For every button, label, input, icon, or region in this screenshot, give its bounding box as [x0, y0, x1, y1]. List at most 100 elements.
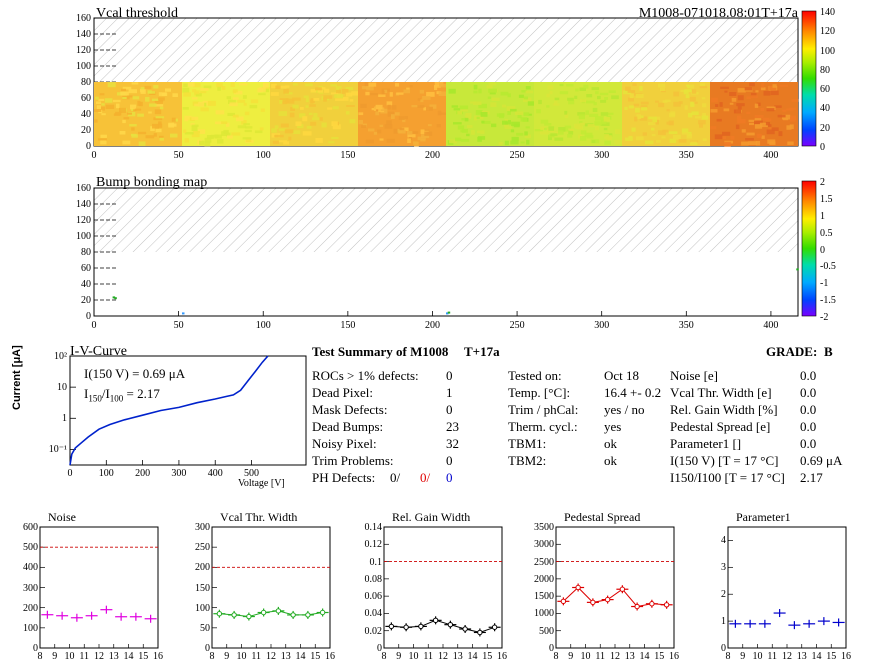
vcal-pixel-cluster [375, 104, 383, 110]
vcal-pixel-cluster [568, 99, 575, 105]
bump-frame [93, 187, 799, 317]
vcal-pixel-cluster [786, 108, 794, 111]
plot-5-x-tick-label: 16 [841, 651, 851, 662]
bump-defect-marker [114, 297, 117, 300]
plot-5-x-tick-label: 15 [826, 651, 837, 662]
plot-3-point-marker [477, 629, 483, 636]
vcal-y-tick-label: 120 [76, 45, 91, 56]
vcal-pixel-cluster [227, 112, 235, 116]
vcal-pixel-cluster [386, 138, 395, 143]
vcal-pixel-cluster [258, 93, 266, 96]
vcal-pixel-cluster [669, 138, 677, 143]
vcal-pixel-cluster [579, 121, 583, 124]
vcal-pixel-cluster [564, 113, 569, 118]
vcal-pixel-cluster [765, 118, 772, 122]
vcal-pixel-cluster [567, 134, 573, 138]
vcal-pixel-cluster [481, 120, 485, 124]
condition-value: Oct 18 [604, 368, 640, 383]
iv-x-tick-label: 400 [207, 468, 223, 479]
condition-label: Therm. cycl.: [508, 419, 578, 434]
vcal-pixel-cluster [138, 141, 146, 146]
vcal-pixel-cluster [138, 101, 143, 107]
iv-ylabel: Current [μA] [11, 345, 23, 410]
condition-label: TBM1: [508, 436, 547, 451]
vcal-pixel-cluster [636, 136, 644, 141]
plot-3-point-marker [388, 623, 395, 630]
vcal-colorbar-label: 100 [820, 45, 835, 57]
condition-label: TBM2: [508, 453, 547, 468]
vcal-pixel-cluster [518, 94, 524, 98]
vcal-pixel-cluster [778, 131, 783, 137]
plot-2-x-tick-label: 16 [325, 651, 335, 662]
bump-colorbar-label: -0.5 [820, 261, 836, 273]
bump-colorbar-label: -1.5 [820, 295, 836, 307]
vcal-pixel-cluster [575, 126, 582, 129]
plot-1-y-tick-label: 500 [23, 542, 38, 554]
vcal-pixel-cluster [791, 98, 799, 102]
vcal-pixel-cluster [498, 142, 503, 146]
vcal-pixel-cluster [184, 132, 194, 135]
vcal-pixel-cluster [183, 92, 191, 97]
plot-3-y-tick-label: 0.04 [364, 608, 383, 620]
plot-3-y-tick-label: 0.02 [364, 625, 383, 637]
vcal-pixel-cluster [526, 139, 530, 145]
iv-x-tick-label: 500 [244, 468, 260, 479]
iv-y-tick-label: 1 [62, 413, 67, 425]
vcal-pixel-cluster [426, 106, 433, 111]
vcal-pixel-cluster [411, 105, 420, 108]
vcal-pixel-cluster [243, 123, 250, 126]
vcal-pixel-cluster [733, 109, 742, 114]
vcal-pixel-cluster [393, 128, 398, 134]
vcal-pixel-cluster [749, 122, 754, 126]
vcal-pixel-cluster [170, 133, 178, 138]
bump-x-tick-label: 50 [173, 320, 184, 331]
vcal-pixel-cluster [584, 132, 593, 137]
plot-4-x-tick-label: 12 [610, 651, 620, 662]
vcal-pixel-cluster [241, 120, 247, 125]
plot-4-y-tick-label: 500 [539, 625, 554, 637]
vcal-pixel-cluster [655, 116, 661, 120]
vcal-pixel-cluster [690, 102, 695, 107]
grade-value: B [824, 344, 833, 359]
plot-5-x-tick-label: 9 [740, 651, 746, 662]
vcal-pixel-cluster [471, 130, 475, 135]
vcal-pixel-cluster [203, 85, 212, 89]
vcal-pixel-cluster [744, 87, 753, 91]
defect-label: Dead Pixel: [312, 385, 374, 400]
vcal-x-tick-label: 400 [763, 150, 779, 161]
vcal-pixel-cluster [332, 106, 339, 110]
vcal-pixel-cluster [417, 136, 426, 141]
vcal-pixel-cluster [575, 88, 579, 92]
vcal-pixel-cluster [645, 140, 654, 145]
vcal-pixel-cluster [766, 129, 775, 135]
plot-2-point-marker [290, 612, 296, 618]
vcal-pixel-cluster [622, 90, 632, 95]
vcal-pixel-cluster [633, 103, 640, 107]
vcal-x-tick-label: 200 [424, 150, 440, 161]
vcal-pixel-cluster [200, 107, 209, 112]
bump-defect-marker [447, 311, 451, 314]
vcal-pixel-cluster [278, 85, 287, 89]
vcal-pixel-cluster [687, 85, 691, 89]
vcal-pixel-cluster [461, 118, 465, 121]
vcal-pixel-cluster [507, 93, 511, 98]
vcal-pixel-cluster [194, 103, 199, 107]
vcal-pixel-cluster [345, 92, 353, 97]
vcal-pixel-cluster [755, 141, 761, 146]
vcal-pixel-cluster [254, 130, 263, 134]
vcal-pixel-cluster [558, 130, 564, 135]
vcal-pixel-cluster [122, 96, 127, 100]
vcal-pixel-cluster [756, 102, 761, 106]
vcal-pixel-cluster [409, 131, 419, 134]
vcal-pixel-cluster [789, 124, 794, 130]
vcal-pixel-cluster [331, 136, 339, 139]
vcal-pixel-cluster [766, 108, 775, 112]
vcal-pixel-cluster [310, 121, 317, 126]
vcal-pixel-cluster [236, 116, 244, 122]
vcal-pixel-cluster [439, 82, 444, 87]
vcal-pixel-cluster [502, 120, 508, 125]
vcal-pixel-cluster [128, 89, 137, 94]
vcal-pixel-cluster [245, 126, 253, 129]
vcal-colorbar-label: 0 [820, 142, 825, 153]
vcal-pixel-cluster [232, 114, 239, 118]
